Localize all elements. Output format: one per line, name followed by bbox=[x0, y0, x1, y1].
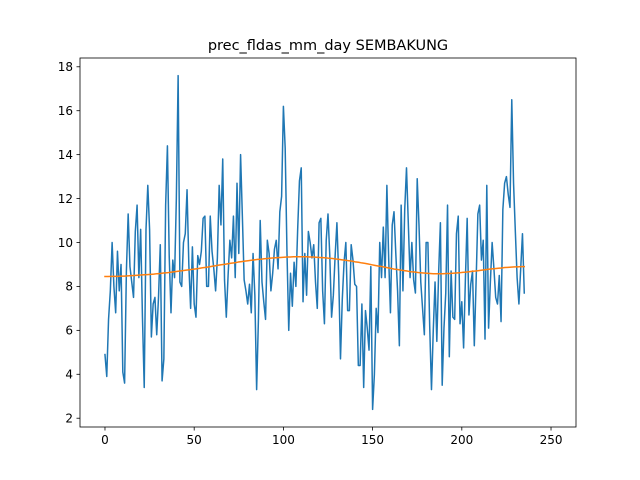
y-tick-label: 18 bbox=[58, 60, 73, 74]
y-tick-label: 14 bbox=[58, 148, 73, 162]
series-line-observed bbox=[104, 74, 526, 411]
y-tick-label: 10 bbox=[58, 236, 73, 250]
x-tick-label: 0 bbox=[101, 433, 109, 447]
y-tick-label: 2 bbox=[65, 412, 73, 426]
y-tick-label: 4 bbox=[65, 368, 73, 382]
x-tick-label: 250 bbox=[540, 433, 563, 447]
y-tick-label: 12 bbox=[58, 192, 73, 206]
x-tick-label: 100 bbox=[272, 433, 295, 447]
y-tick-label: 16 bbox=[58, 104, 73, 118]
x-tick-label: 150 bbox=[361, 433, 384, 447]
chart-title: prec_fldas_mm_day SEMBAKUNG bbox=[208, 38, 448, 54]
series-line-smoothed bbox=[104, 256, 526, 278]
y-tick-label: 6 bbox=[65, 324, 73, 338]
y-axis: 2 4 6 8 10 12 14 16 18 bbox=[58, 60, 80, 426]
x-tick-label: 50 bbox=[187, 433, 202, 447]
x-tick-label: 200 bbox=[450, 433, 473, 447]
plot-frame bbox=[79, 57, 577, 428]
plot-series bbox=[104, 74, 526, 411]
y-tick-label: 8 bbox=[65, 280, 73, 294]
x-axis: 0 50 100 150 200 250 bbox=[101, 427, 562, 447]
